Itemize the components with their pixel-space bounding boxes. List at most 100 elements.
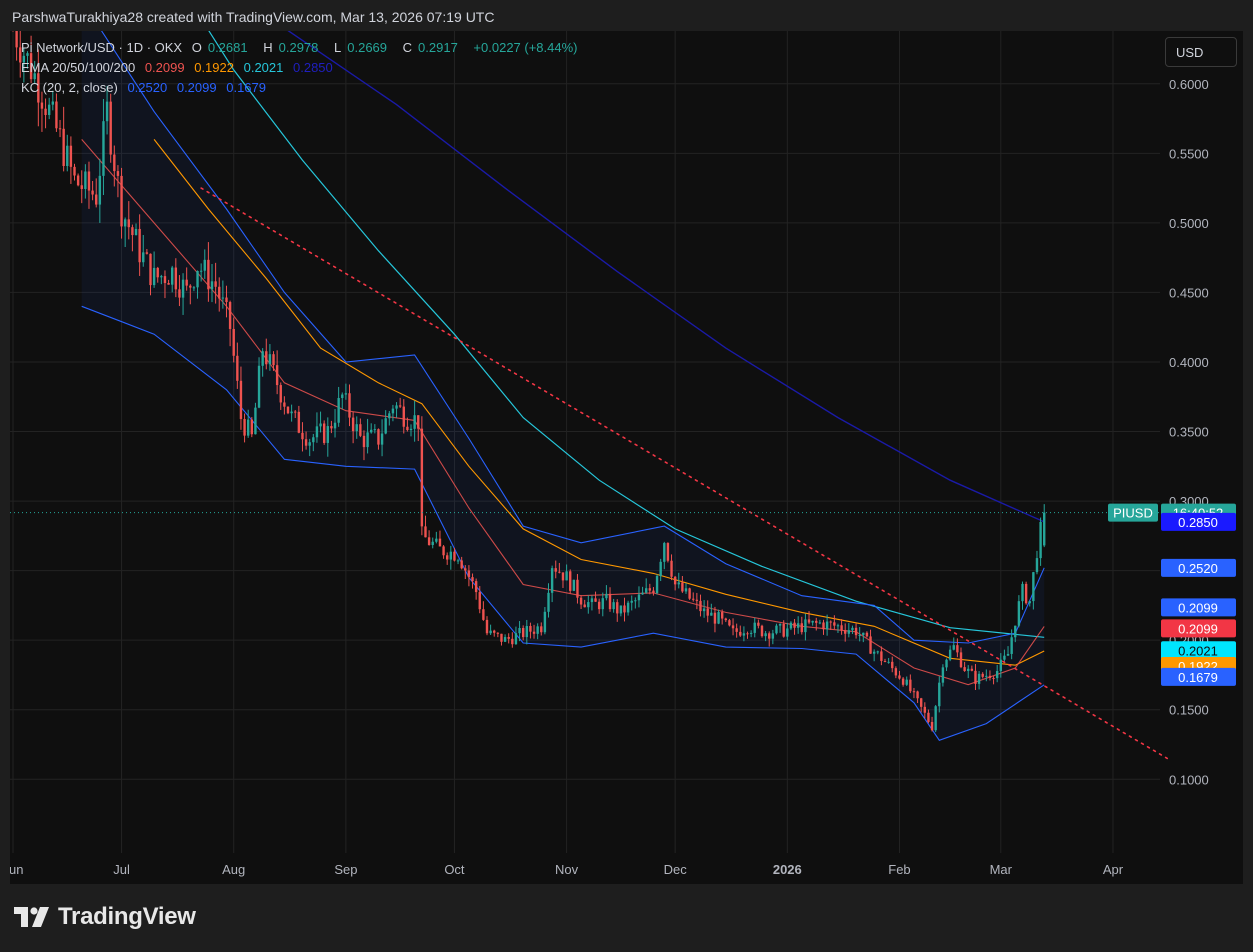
candle	[731, 618, 735, 636]
candle	[98, 158, 102, 223]
legend-ema-label[interactable]: EMA 20/50/100/200	[21, 60, 136, 75]
candle	[341, 392, 344, 410]
candle-body	[304, 439, 308, 446]
candle-body	[431, 541, 434, 545]
candle	[1014, 625, 1017, 643]
candle-body	[645, 588, 648, 593]
legend-change: +0.0227 (+8.44%)	[473, 40, 578, 55]
legend-ema50-value: 0.1922	[194, 60, 234, 75]
candle-body	[438, 538, 442, 547]
candle	[420, 416, 424, 536]
candle-body	[243, 419, 246, 436]
candle-body	[370, 429, 373, 433]
candle-body	[362, 435, 366, 448]
candle-body	[677, 582, 680, 585]
candle-body	[95, 194, 98, 205]
candle-body	[246, 419, 250, 436]
candle	[692, 592, 695, 602]
legend-kc-row[interactable]: KC (20, 2, close) 0.2520 0.2099 0.1679	[21, 80, 272, 95]
candle	[225, 285, 228, 318]
candle	[243, 413, 246, 443]
candle-body	[995, 671, 999, 679]
candle-body	[286, 406, 290, 414]
legend-kc-label[interactable]: KC (20, 2, close)	[21, 80, 118, 95]
candle	[605, 585, 608, 601]
legend-symbol[interactable]: Pi Network/USD · 1D · OKX	[21, 40, 183, 55]
candle-body	[775, 625, 778, 634]
candle-body	[351, 417, 355, 432]
candle-body	[337, 397, 340, 423]
candle	[977, 671, 981, 690]
legend-ema20-value: 0.2099	[144, 60, 185, 75]
legend-kc-basis-value: 0.2099	[176, 80, 217, 95]
candle	[503, 634, 507, 643]
candle-body	[981, 673, 984, 677]
candle	[608, 587, 612, 612]
candle-body	[1017, 601, 1021, 626]
candle	[970, 665, 974, 672]
time-tick-label: Apr	[1103, 862, 1124, 877]
tradingview-logo[interactable]: TradingView	[14, 903, 196, 931]
candle-body	[619, 605, 623, 614]
candle-body	[185, 279, 188, 286]
price-chart[interactable]: 0.10000.15000.20000.25000.30000.35000.40…	[10, 31, 1243, 884]
candle-body	[967, 668, 970, 672]
candle-body	[963, 667, 966, 672]
candle	[724, 617, 728, 623]
candle-body	[746, 633, 749, 635]
candle-body	[807, 619, 811, 623]
candle	[174, 258, 178, 298]
candle	[207, 242, 210, 302]
candle-body	[456, 560, 460, 562]
candle	[749, 630, 753, 638]
candle-body	[731, 625, 735, 629]
candle-body	[58, 128, 62, 130]
candle	[58, 119, 62, 138]
candle-body	[482, 609, 485, 620]
symbol-badge-bg	[1108, 503, 1158, 522]
candle	[829, 620, 832, 630]
candle-body	[999, 659, 1002, 672]
candle-body	[898, 675, 901, 679]
candle	[641, 586, 644, 595]
candle-body	[840, 625, 843, 631]
candle-body	[601, 598, 604, 610]
candle	[735, 623, 738, 638]
candle-body	[695, 599, 699, 601]
candle-body	[66, 145, 69, 166]
legend-symbol-row[interactable]: Pi Network/USD · 1D · OKX O 0.2681 H 0.297…	[21, 40, 584, 55]
candle-body	[427, 537, 431, 545]
candle	[236, 342, 239, 389]
candle-body	[529, 626, 532, 632]
candle	[156, 266, 159, 283]
candle	[717, 609, 720, 625]
candle-body	[532, 631, 536, 634]
candle-body	[778, 623, 782, 626]
candle	[417, 415, 420, 442]
candle-body	[449, 551, 453, 560]
candle-body	[51, 101, 55, 105]
price-badge-bg	[1161, 667, 1236, 686]
candle-body	[236, 355, 239, 381]
candle-body	[608, 593, 612, 610]
chart-panel[interactable]: 0.10000.15000.20000.25000.30000.35000.40…	[10, 31, 1243, 884]
candle	[391, 404, 395, 422]
candle	[684, 583, 688, 594]
currency-button[interactable]: USD	[1165, 37, 1237, 67]
price-badge: 0.2021	[1161, 641, 1236, 660]
candle	[232, 317, 235, 363]
candle-body	[145, 252, 149, 254]
candle-body	[131, 227, 134, 236]
candle-body	[326, 426, 329, 443]
candle-body	[945, 659, 948, 668]
legend-ema-row[interactable]: EMA 20/50/100/200 0.2099 0.1922 0.2021 0…	[21, 60, 339, 75]
candle	[514, 626, 518, 645]
candle-body	[717, 612, 720, 624]
candle-body	[623, 605, 626, 613]
candle-body	[1024, 583, 1028, 604]
candle	[851, 625, 854, 635]
candle-body	[518, 627, 521, 634]
candle-body	[865, 632, 869, 637]
candle	[453, 547, 456, 562]
candle	[239, 366, 243, 430]
